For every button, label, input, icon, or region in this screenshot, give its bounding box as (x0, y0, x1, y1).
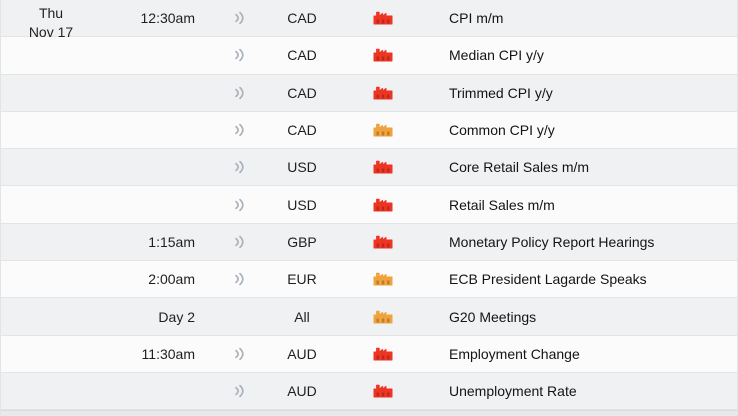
event-name[interactable]: Core Retail Sales m/m (449, 159, 590, 176)
currency-label: AUD (287, 345, 317, 362)
impact-cell (325, 86, 441, 100)
speaker-cell (199, 347, 279, 361)
calendar-row[interactable]: 2:00am EUR ECB President Lagarde Speaks (1, 261, 737, 299)
event-name[interactable]: Retail Sales m/m (449, 196, 555, 213)
speaker-icon[interactable] (233, 198, 246, 212)
event-time: 12:30am (140, 10, 195, 27)
speaker-cell (199, 123, 279, 137)
currency-label: USD (287, 159, 317, 176)
speaker-cell (199, 310, 279, 324)
calendar-row[interactable]: CAD Trimmed CPI y/y (1, 74, 737, 112)
impact-icon[interactable] (373, 310, 393, 324)
speaker-icon[interactable] (233, 11, 246, 25)
impact-cell (325, 11, 441, 25)
currency-label: CAD (287, 10, 317, 27)
speaker-cell (199, 272, 279, 286)
impact-cell (325, 123, 441, 137)
impact-cell (325, 310, 441, 324)
impact-icon[interactable] (373, 11, 393, 25)
impact-icon[interactable] (373, 86, 393, 100)
next-day-row-edge (1, 410, 737, 416)
event-name[interactable]: Monetary Policy Report Hearings (449, 233, 655, 250)
impact-cell (325, 384, 441, 398)
impact-icon[interactable] (373, 160, 393, 174)
event-name[interactable]: Unemployment Rate (449, 383, 577, 400)
impact-cell (325, 160, 441, 174)
speaker-icon[interactable] (233, 272, 246, 286)
event-name[interactable]: Common CPI y/y (449, 122, 555, 139)
calendar-row[interactable]: CAD Common CPI y/y (1, 111, 737, 150)
speaker-cell (199, 160, 279, 174)
speaker-icon[interactable] (233, 235, 246, 249)
event-name[interactable]: G20 Meetings (449, 308, 537, 325)
speaker-cell (199, 198, 279, 212)
speaker-cell (199, 235, 279, 249)
calendar-row[interactable]: 11:30am AUD Employment Change (1, 335, 737, 373)
impact-cell (325, 235, 441, 249)
speaker-icon[interactable] (233, 48, 246, 62)
impact-icon[interactable] (373, 384, 393, 398)
speaker-icon[interactable] (233, 86, 246, 100)
event-name[interactable]: Employment Change (449, 345, 580, 362)
speaker-icon[interactable] (233, 347, 246, 361)
calendar-row[interactable]: Day 2 All G20 Meetings (1, 298, 737, 336)
impact-icon[interactable] (373, 272, 393, 286)
speaker-cell (199, 384, 279, 398)
impact-cell (325, 347, 441, 361)
speaker-cell (199, 11, 279, 25)
currency-label: CAD (287, 47, 317, 64)
event-name[interactable]: Trimmed CPI y/y (449, 84, 553, 101)
speaker-icon[interactable] (233, 123, 246, 137)
impact-icon[interactable] (373, 198, 393, 212)
event-name[interactable]: CPI m/m (449, 10, 504, 27)
currency-label: GBP (287, 233, 317, 250)
currency-label: EUR (287, 271, 317, 288)
impact-cell (325, 272, 441, 286)
currency-label: All (294, 308, 310, 325)
event-time: 1:15am (148, 233, 195, 250)
impact-icon[interactable] (373, 123, 393, 137)
impact-icon[interactable] (373, 48, 393, 62)
speaker-icon[interactable] (233, 160, 246, 174)
speaker-cell (199, 48, 279, 62)
speaker-cell (199, 86, 279, 100)
event-time: 2:00am (148, 271, 195, 288)
currency-label: USD (287, 196, 317, 213)
event-name[interactable]: Median CPI y/y (449, 47, 544, 64)
currency-label: CAD (287, 122, 317, 139)
event-time: Day 2 (158, 308, 195, 325)
calendar-row[interactable]: USD Retail Sales m/m (1, 186, 737, 224)
currency-label: AUD (287, 383, 317, 400)
speaker-icon[interactable] (233, 384, 246, 398)
calendar-row[interactable]: USD Core Retail Sales m/m (1, 149, 737, 187)
event-time: 11:30am (141, 345, 195, 362)
calendar-row[interactable]: 12:30am CAD CPI m/m (1, 0, 737, 38)
impact-cell (325, 198, 441, 212)
currency-label: CAD (287, 84, 317, 101)
impact-icon[interactable] (373, 347, 393, 361)
calendar-row[interactable]: 1:15am GBP Monetary Policy Report Hearin… (1, 223, 737, 262)
impact-icon[interactable] (373, 235, 393, 249)
impact-cell (325, 48, 441, 62)
event-name[interactable]: ECB President Lagarde Speaks (449, 271, 647, 288)
calendar-row[interactable]: CAD Median CPI y/y (1, 37, 737, 75)
calendar-row[interactable]: AUD Unemployment Rate (1, 372, 737, 411)
